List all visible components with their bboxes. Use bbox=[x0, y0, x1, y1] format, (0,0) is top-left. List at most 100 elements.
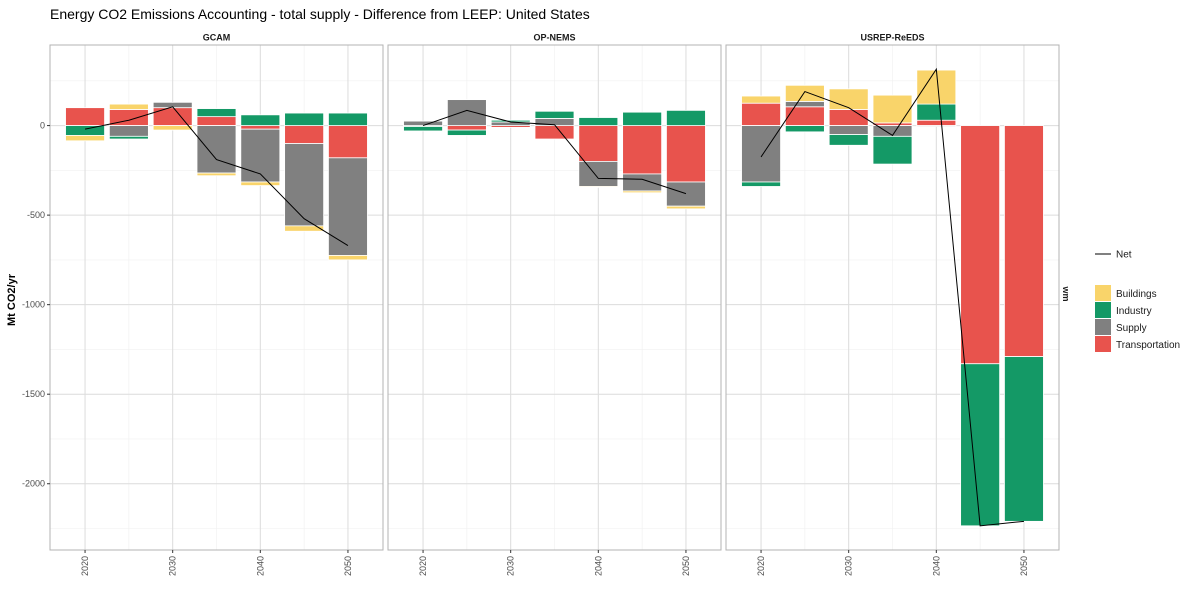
x-tick-label: 2030 bbox=[844, 556, 854, 576]
x-tick-label: 2050 bbox=[343, 556, 353, 576]
bar-supply-2025 bbox=[784, 101, 825, 108]
bar-transportation-2040 bbox=[916, 119, 957, 126]
x-tick-label: 2040 bbox=[931, 556, 941, 576]
bar-supply-2050 bbox=[666, 181, 706, 207]
bar-supply-2040 bbox=[578, 161, 619, 187]
bar-transportation-2045 bbox=[622, 125, 663, 175]
bar-supply-2040 bbox=[916, 125, 957, 127]
bar-industry-2030 bbox=[828, 134, 869, 146]
panel-strip-label: OP-NEMS bbox=[533, 33, 575, 43]
bar-transportation-2025 bbox=[784, 106, 825, 126]
bar-buildings-2035 bbox=[872, 94, 913, 124]
x-tick-label: 2020 bbox=[756, 556, 766, 576]
bar-industry-2025 bbox=[108, 135, 149, 140]
panel-strip bbox=[388, 30, 721, 45]
bar-buildings-2035 bbox=[196, 172, 237, 177]
bar-transportation-2040 bbox=[578, 125, 619, 162]
bar-transportation-2045 bbox=[960, 125, 1001, 365]
panel-gcam: GCAM 2020 2030 2040 2050 -2000 -1500 -1000 -500 0 bbox=[22, 30, 384, 576]
bar-transportation-2035 bbox=[534, 125, 575, 140]
bar-industry-2050 bbox=[666, 109, 706, 126]
panel-strip-label: USREP-ReEDS bbox=[860, 33, 924, 43]
bar-industry-2040 bbox=[578, 117, 619, 126]
bar-supply-2030 bbox=[152, 101, 193, 109]
bar-industry-2045 bbox=[622, 111, 663, 126]
bar-industry-2040 bbox=[916, 103, 957, 121]
bar-supply-2045 bbox=[622, 173, 663, 192]
x-tick-label: 2020 bbox=[418, 556, 428, 576]
y-tick-label: -1000 bbox=[22, 300, 45, 310]
bar-industry-2045 bbox=[284, 112, 325, 126]
x-tick-label: 2020 bbox=[80, 556, 90, 576]
net-line bbox=[84, 106, 349, 246]
legend-transportation-label: Transportation bbox=[1116, 340, 1180, 351]
legend-buildings-key bbox=[1095, 285, 1111, 301]
bar-industry-2040 bbox=[240, 114, 281, 126]
bar-buildings-2020 bbox=[65, 135, 105, 142]
y-tick-label: -1500 bbox=[22, 389, 45, 399]
bar-buildings-2050 bbox=[328, 255, 368, 261]
x-tick-label: 2030 bbox=[168, 556, 178, 576]
x-tick-label: 2040 bbox=[255, 556, 265, 576]
bar-industry-2020 bbox=[741, 181, 781, 187]
panel-strip bbox=[50, 30, 383, 45]
bar-buildings-2045 bbox=[284, 225, 325, 232]
y-axis-label: Mt CO2/yr bbox=[6, 273, 18, 326]
legend-industry-label: Industry bbox=[1116, 306, 1152, 317]
bar-industry-2050 bbox=[1004, 356, 1044, 522]
bar-buildings-2045 bbox=[622, 190, 663, 194]
bar-industry-2035 bbox=[196, 108, 237, 118]
panel-border bbox=[387, 44, 722, 551]
panel-border bbox=[725, 44, 1060, 551]
bar-supply-2025 bbox=[108, 125, 149, 137]
bar-buildings-2025 bbox=[108, 103, 149, 110]
bar-industry-2025 bbox=[784, 125, 825, 133]
bar-transportation-2050 bbox=[328, 125, 368, 159]
bar-industry-2050 bbox=[328, 112, 368, 126]
bar-buildings-2050 bbox=[666, 205, 706, 210]
bar-supply-2020 bbox=[741, 125, 781, 183]
legend-supply-key bbox=[1095, 319, 1111, 335]
net-line bbox=[760, 67, 1024, 527]
bar-supply-2040 bbox=[240, 128, 281, 183]
bar-industry-2025 bbox=[446, 129, 487, 136]
legend: Net Buildings Industry Supply Transportation bbox=[1095, 250, 1180, 352]
x-tick-label: 2050 bbox=[1019, 556, 1029, 576]
x-tick-label: 2050 bbox=[681, 556, 691, 576]
bar-supply-2035 bbox=[196, 125, 237, 174]
bar-buildings-2030 bbox=[152, 125, 193, 131]
legend-supply-label: Supply bbox=[1116, 323, 1147, 334]
bar-supply-2020 bbox=[403, 120, 443, 126]
bar-transportation-2030 bbox=[828, 109, 869, 126]
bar-transportation-2025 bbox=[446, 125, 487, 131]
bar-supply-2025 bbox=[446, 99, 487, 126]
panel-border bbox=[49, 44, 384, 551]
bar-buildings-2025 bbox=[784, 84, 825, 102]
right-strip-label: wm bbox=[1061, 285, 1071, 301]
bar-transportation-2020 bbox=[741, 102, 781, 126]
legend-buildings-label: Buildings bbox=[1116, 289, 1157, 300]
bar-transportation-2050 bbox=[666, 125, 706, 183]
panels: GCAM 2020 2030 2040 2050 -2000 -1500 -1000 -500 0… bbox=[22, 30, 1060, 576]
y-tick-label: -2000 bbox=[22, 479, 45, 489]
bar-transportation-2035 bbox=[872, 122, 913, 126]
bar-transportation-2035 bbox=[196, 116, 237, 126]
panel-strip bbox=[726, 30, 1059, 45]
x-tick-label: 2040 bbox=[593, 556, 603, 576]
bar-industry-2020 bbox=[65, 125, 105, 136]
bar-buildings-2040 bbox=[240, 181, 281, 186]
legend-net-label: Net bbox=[1116, 250, 1132, 261]
bar-buildings-2020 bbox=[741, 95, 781, 104]
bar-industry-2035 bbox=[872, 135, 913, 165]
net-line bbox=[422, 109, 687, 195]
bar-supply-2045 bbox=[284, 143, 325, 227]
bar-buildings-2040 bbox=[578, 186, 619, 188]
legend-transportation-key bbox=[1095, 336, 1111, 352]
bar-transportation-2040 bbox=[240, 125, 281, 130]
y-tick-label: 0 bbox=[40, 121, 45, 131]
bar-buildings-2040 bbox=[916, 69, 957, 105]
bar-buildings-2030 bbox=[828, 88, 869, 110]
y-tick-label: -500 bbox=[27, 210, 45, 220]
bar-industry-2020 bbox=[403, 126, 443, 132]
